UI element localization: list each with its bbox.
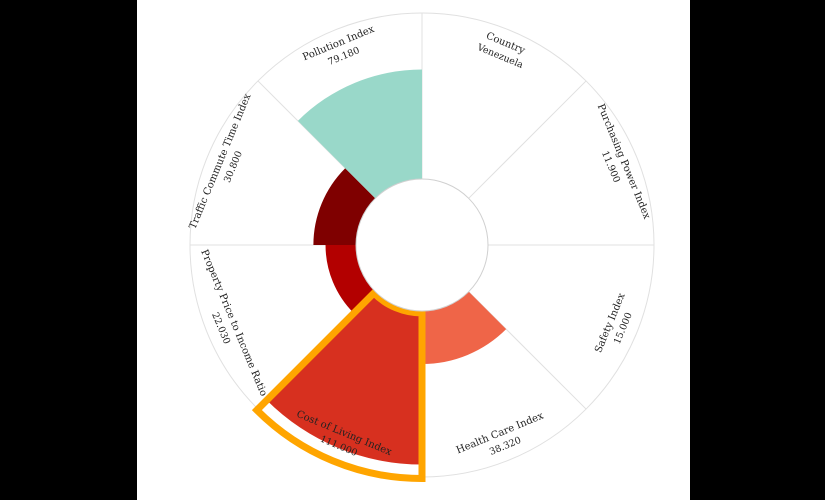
bars-layer <box>266 69 507 465</box>
spoke-line <box>468 80 587 199</box>
bar-pollution-index[interactable] <box>297 69 422 199</box>
center-hole <box>355 178 489 312</box>
axis-label-traffic-commute-time-index: Traffic Commute Time Index <box>188 92 254 231</box>
bar-property-price-to-income-ratio[interactable] <box>325 245 376 314</box>
highlight-outline <box>251 288 426 483</box>
axis-label-property-price-to-income-ratio: Property Price to Income Ratio <box>198 248 268 398</box>
bar-traffic-commute-time-index[interactable] <box>313 168 376 245</box>
chart-panel: Country Venezuela Purchasing Power Index 11… <box>137 0 690 500</box>
highlight-layer <box>251 288 426 483</box>
bar-health-care-index[interactable] <box>422 291 507 365</box>
bar-cost-of-living-index[interactable] <box>266 291 422 465</box>
